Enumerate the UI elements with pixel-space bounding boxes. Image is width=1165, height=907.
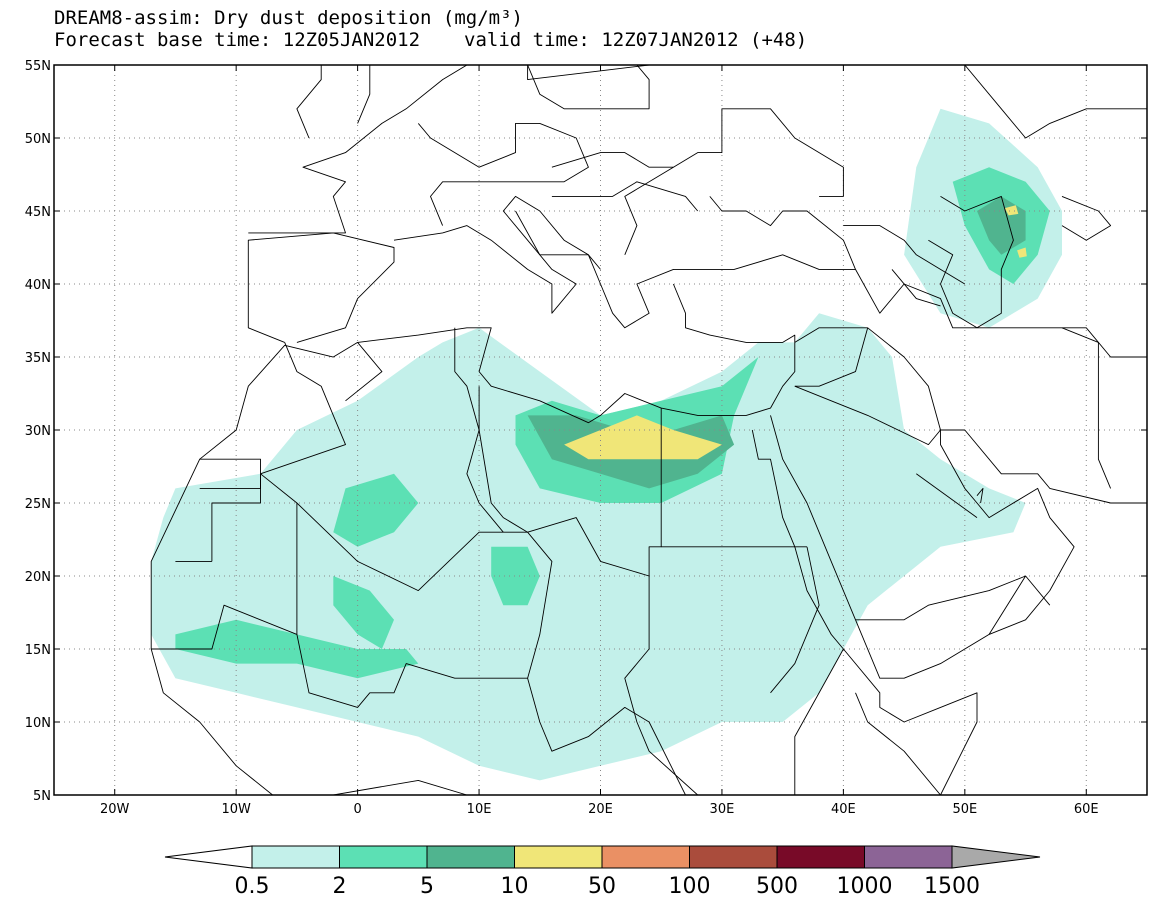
valid-time: valid time: 12Z07JAN2012 (+48) [464, 29, 808, 51]
dust-region-level-1 [175, 619, 419, 679]
boundary-line [296, 65, 371, 139]
lat-tick-label: 20N [25, 570, 51, 585]
lat-tick-label: 50N [25, 132, 51, 147]
lon-tick-label: 30E [710, 802, 735, 817]
boundary-line [855, 575, 1027, 635]
boundary-line [770, 546, 820, 694]
lat-tick-label: 5N [33, 789, 51, 804]
legend-label: 500 [756, 874, 798, 899]
legend-label: 5 [420, 874, 434, 899]
legend-swatch [514, 845, 603, 869]
legend-label: 2 [333, 874, 347, 899]
lat-tick-label: 15N [25, 643, 51, 658]
boundary-line [247, 232, 395, 343]
boundary-line [211, 473, 261, 562]
lat-tick-label: 55N [25, 59, 51, 74]
dust-region-level-0 [151, 313, 1026, 781]
legend-label: 0.5 [235, 874, 270, 899]
boundary-line [260, 342, 346, 475]
boundary-line [150, 283, 796, 795]
legend-swatch [339, 845, 428, 869]
legend-under-arrow [164, 845, 253, 869]
lat-tick-label: 40N [25, 278, 51, 293]
boundary-line [916, 473, 978, 518]
color-legend: 0.5 2 5 10 50 100 500 1000 1500 [164, 845, 1041, 899]
dust-region-level-3 [1004, 205, 1019, 216]
boundary-line [151, 604, 528, 708]
lon-tick-label: 60E [1074, 802, 1099, 817]
boundary-line [393, 195, 856, 329]
boundary-line [417, 122, 589, 226]
boundary-line [794, 385, 941, 446]
lon-tick-label: 0 [353, 802, 361, 817]
axis-ticks: 20W 10W 0 10E 20E 30E 40E 50E 60E 55N 50N 45N 40N 35N… [25, 59, 1147, 817]
boundary-line [551, 181, 699, 212]
dust-region-level-1 [333, 473, 419, 547]
boundary-line [527, 65, 650, 110]
lat-tick-label: 30N [25, 424, 51, 439]
boundary-line [624, 108, 844, 255]
lon-tick-label: 10E [467, 802, 492, 817]
legend-swatch [864, 845, 953, 869]
boundary-line [624, 576, 699, 795]
legend-label: 10 [501, 874, 529, 899]
boundary-line [478, 386, 662, 577]
boundary-line [976, 487, 984, 504]
dust-region-level-3 [564, 415, 722, 460]
boundary-line [248, 65, 1147, 234]
boundary-line [1061, 327, 1112, 489]
lon-tick-label: 40E [831, 802, 856, 817]
boundary-line [1025, 575, 1051, 606]
coastlines-and-borders [150, 65, 1147, 795]
legend-over-arrow [951, 845, 1041, 869]
lon-tick-label: 20E [588, 802, 613, 817]
legend-label: 50 [588, 874, 616, 899]
lon-tick-label: 10W [221, 802, 251, 817]
legend-swatch [776, 845, 865, 869]
boundary-line [454, 327, 504, 533]
boundary-line [1061, 195, 1112, 241]
legend-swatch [251, 845, 340, 869]
lat-tick-label: 35N [25, 351, 51, 366]
boundary-line [928, 195, 1014, 329]
legend-label: 1000 [837, 874, 893, 899]
boundary-line [794, 327, 869, 387]
boundary-line [843, 225, 966, 285]
legend-swatch [689, 845, 778, 869]
legend-swatch [601, 845, 690, 869]
chart-title: DREAM8-assim: Dry dust deposition (mg/m³… [54, 7, 523, 29]
dust-deposition-layer [151, 108, 1062, 781]
dust-region-level-1 [333, 576, 394, 649]
boundary-line [794, 648, 844, 795]
chart-subtitle: Forecast base time: 12Z05JAN2012 valid ti… [54, 30, 807, 50]
legend-label: 1500 [924, 874, 980, 899]
boundary-line [551, 152, 674, 168]
legend-swatch [426, 845, 515, 869]
dust-region-level-3 [1017, 247, 1027, 258]
boundary-line [260, 473, 686, 795]
lat-tick-label: 10N [25, 716, 51, 731]
boundary-line [345, 342, 383, 402]
boundary-line [855, 692, 941, 795]
base-time: Forecast base time: 12Z05JAN2012 [54, 29, 421, 51]
boundary-line [515, 210, 601, 270]
boundary-line [891, 269, 941, 307]
legend-label: 100 [669, 874, 711, 899]
boundary-line [794, 327, 941, 431]
lat-tick-label: 25N [25, 497, 51, 512]
dust-region-level-1 [491, 546, 540, 606]
lat-tick-label: 45N [25, 205, 51, 220]
lon-tick-label: 20W [100, 802, 130, 817]
lon-tick-label: 50E [952, 802, 977, 817]
